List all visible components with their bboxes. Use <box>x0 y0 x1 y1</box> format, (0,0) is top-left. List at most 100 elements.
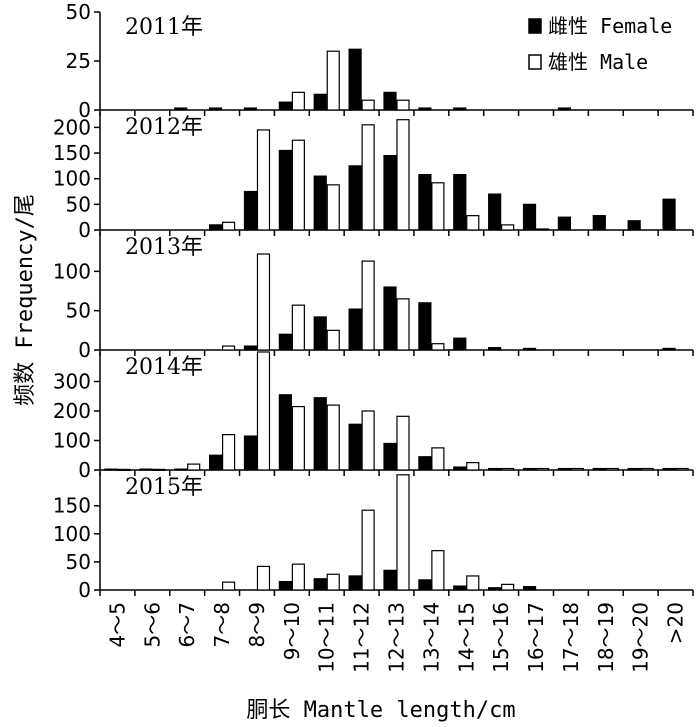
y-tick-label: 50 <box>66 299 91 323</box>
y-tick-label: 50 <box>66 192 91 216</box>
bar-female <box>488 587 502 591</box>
x-category-label: >20 <box>664 602 688 644</box>
y-tick-label: 300 <box>53 370 91 394</box>
bar-male <box>361 99 375 111</box>
bar-female <box>278 149 292 231</box>
panel-1: 0 25 50 2011年 <box>66 0 694 122</box>
bar-female <box>243 107 258 111</box>
x-category-label: 9～10 <box>280 602 304 660</box>
bar-male <box>256 565 271 591</box>
y-tick-label: 100 <box>53 429 91 453</box>
bar-male <box>187 463 201 471</box>
bar-female <box>662 467 676 471</box>
legend-female-swatch <box>528 18 542 34</box>
bar-male <box>431 447 445 471</box>
bar-female <box>348 48 362 111</box>
bar-male <box>640 467 654 471</box>
x-category-label: 11～12 <box>350 602 374 673</box>
bar-female <box>418 579 432 591</box>
bar-male <box>326 573 340 591</box>
legend-male-swatch <box>528 54 542 70</box>
y-tick-label: 25 <box>66 49 91 73</box>
x-category-label: 8～9 <box>245 602 269 647</box>
bar-female <box>208 224 223 231</box>
legend-male-label: 雄性 Male <box>548 50 648 74</box>
y-tick-label: 0 <box>78 98 91 122</box>
bar-female <box>174 468 188 471</box>
y-tick-label: 200 <box>53 399 91 423</box>
bar-female <box>348 165 362 231</box>
bar-male <box>396 99 410 111</box>
x-category-label: 19～20 <box>629 602 653 673</box>
bar-male <box>221 581 236 591</box>
bar-male <box>675 467 689 471</box>
y-tick-label: 0 <box>78 218 91 242</box>
bar-male <box>326 184 340 231</box>
bar-female <box>348 423 362 471</box>
bar-female <box>313 93 327 111</box>
bar-male <box>570 467 585 471</box>
bar-female <box>453 173 467 231</box>
bar-male <box>535 467 550 471</box>
x-category-label: 5～6 <box>140 602 164 647</box>
bar-male <box>501 583 515 591</box>
bar-female <box>313 175 327 231</box>
bar-female <box>557 107 572 111</box>
x-axis-title: 胴长 Mantle length/cm <box>246 698 515 723</box>
bar-female <box>453 466 467 471</box>
bar-female <box>627 220 641 231</box>
bar-female <box>104 468 118 471</box>
bar-male <box>466 215 480 231</box>
bar-female <box>208 107 223 111</box>
bar-female <box>557 467 572 471</box>
bar-male <box>361 410 375 471</box>
y-tick-label: 50 <box>66 0 91 24</box>
x-category-label: 14～15 <box>454 602 478 673</box>
bar-male <box>221 434 236 471</box>
bar-male <box>605 467 619 471</box>
bar-female <box>313 316 327 351</box>
panel-title: 2015年 <box>125 475 203 500</box>
x-category-label: 6～7 <box>175 602 199 647</box>
bar-female <box>488 347 502 351</box>
bar-male <box>431 343 445 351</box>
bar-female <box>662 198 676 231</box>
bar-female <box>383 155 397 231</box>
y-tick-label: 100 <box>53 259 91 283</box>
bar-male <box>466 462 480 471</box>
bar-male <box>501 224 515 231</box>
bar-female <box>348 575 362 591</box>
bar-male <box>291 91 305 111</box>
bar-male <box>117 468 131 472</box>
bar-female <box>592 467 606 471</box>
bar-female <box>278 394 292 471</box>
x-category-label: 10～11 <box>315 602 339 673</box>
y-tick-label: 200 <box>53 115 91 139</box>
bar-female <box>383 91 397 111</box>
bar-female <box>243 345 258 351</box>
bar-male <box>291 563 305 591</box>
bar-male <box>256 351 271 471</box>
bar-male <box>326 50 340 111</box>
bar-female <box>418 456 432 471</box>
bar-male <box>326 329 340 351</box>
panel-4: 0 100 200 300 2014年 <box>53 351 694 482</box>
bar-female <box>592 215 606 231</box>
bar-female <box>383 442 397 471</box>
bar-female <box>522 347 537 351</box>
bar-female <box>243 435 258 471</box>
y-tick-label: 150 <box>53 494 91 518</box>
bar-female <box>278 101 292 111</box>
bar-male <box>396 298 410 351</box>
bar-female <box>243 190 258 231</box>
bar-female <box>522 467 537 471</box>
bar-female <box>488 467 502 471</box>
bar-female <box>313 578 327 591</box>
bar-female <box>453 337 467 351</box>
bar-male <box>396 474 410 591</box>
bar-female <box>418 107 432 111</box>
bar-female <box>348 308 362 351</box>
